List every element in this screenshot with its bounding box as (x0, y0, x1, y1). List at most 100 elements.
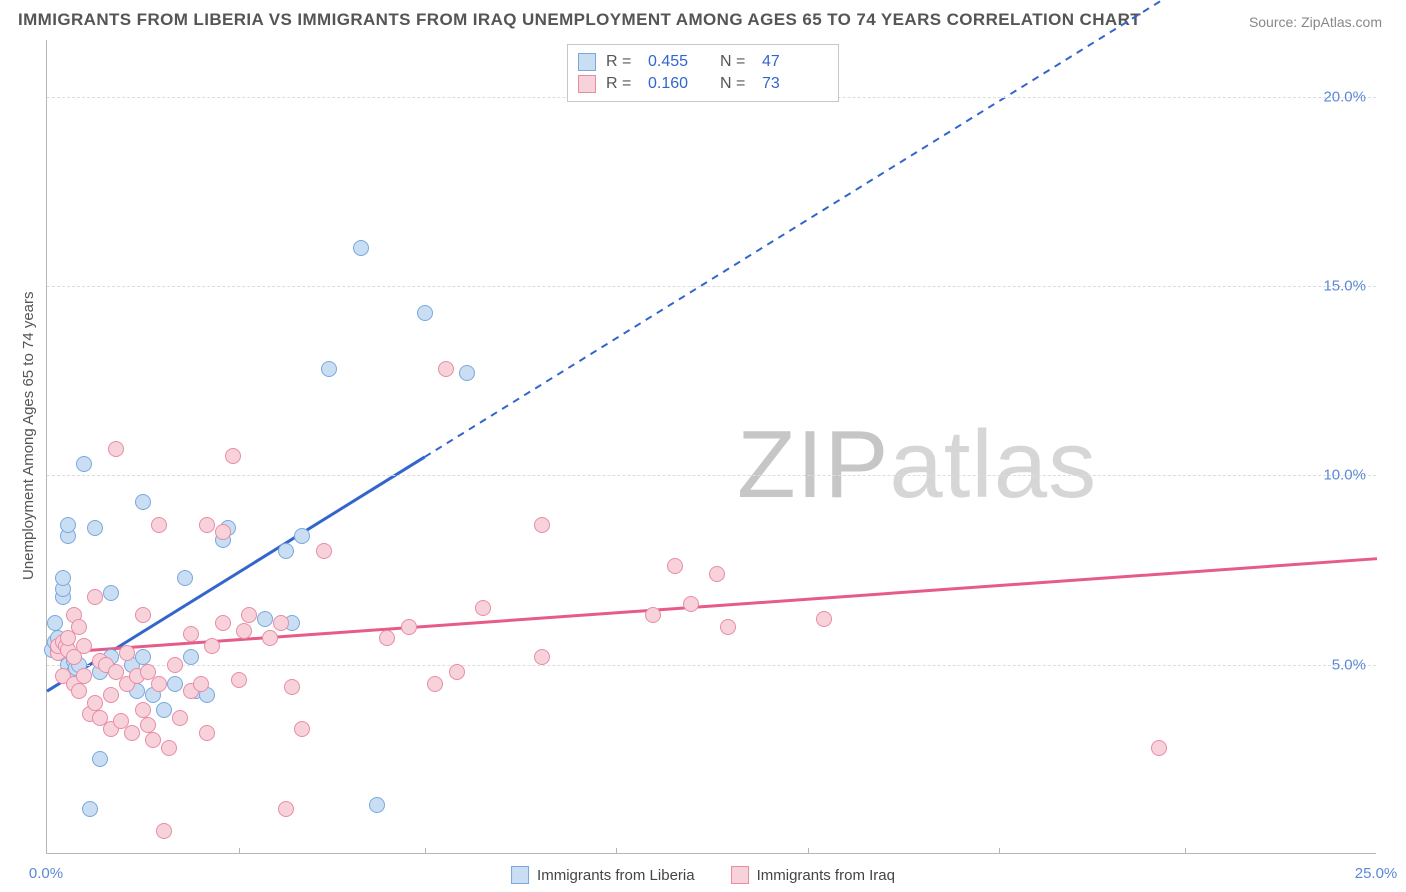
scatter-point (720, 619, 736, 635)
source-attribution: Source: ZipAtlas.com (1249, 14, 1382, 30)
scatter-point (76, 456, 92, 472)
scatter-point (87, 589, 103, 605)
source-value: ZipAtlas.com (1301, 14, 1382, 30)
legend-series-item: Immigrants from Iraq (731, 866, 895, 884)
scatter-point (369, 797, 385, 813)
watermark-atlas: atlas (889, 411, 1097, 518)
stat-r-value: 0.160 (648, 75, 710, 93)
scatter-point (215, 524, 231, 540)
stat-r-value: 0.455 (648, 53, 710, 71)
y-axis-label: Unemployment Among Ages 65 to 74 years (20, 291, 37, 580)
scatter-point (241, 607, 257, 623)
scatter-point (257, 611, 273, 627)
scatter-point (167, 676, 183, 692)
scatter-point (140, 717, 156, 733)
scatter-point (135, 649, 151, 665)
scatter-point (76, 638, 92, 654)
scatter-point (199, 517, 215, 533)
scatter-point (683, 596, 699, 612)
scatter-point (47, 615, 63, 631)
scatter-point (294, 528, 310, 544)
scatter-point (475, 600, 491, 616)
scatter-point (55, 570, 71, 586)
scatter-point (161, 740, 177, 756)
scatter-point (236, 623, 252, 639)
legend-series-item: Immigrants from Liberia (511, 866, 695, 884)
plot-area: ZIPatlas (46, 40, 1376, 854)
scatter-point (71, 619, 87, 635)
x-tick-label: 25.0% (1355, 865, 1398, 882)
stat-n-label: N = (720, 75, 752, 93)
scatter-point (135, 607, 151, 623)
y-tick-label: 15.0% (1323, 278, 1366, 295)
legend-series-label: Immigrants from Iraq (757, 867, 895, 884)
x-tick-label: 0.0% (29, 865, 63, 882)
scatter-point (401, 619, 417, 635)
scatter-point (215, 615, 231, 631)
legend-swatch (578, 53, 596, 71)
scatter-point (534, 649, 550, 665)
scatter-point (438, 361, 454, 377)
scatter-point (92, 751, 108, 767)
scatter-point (183, 626, 199, 642)
scatter-point (353, 240, 369, 256)
gridline-v (808, 848, 809, 853)
legend-swatch (511, 866, 529, 884)
legend-series: Immigrants from Liberia Immigrants from I… (511, 866, 895, 884)
scatter-point (645, 607, 661, 623)
y-tick-label: 20.0% (1323, 88, 1366, 105)
scatter-point (60, 517, 76, 533)
gridline-v (425, 848, 426, 853)
scatter-point (262, 630, 278, 646)
legend-swatch (731, 866, 749, 884)
scatter-point (667, 558, 683, 574)
scatter-point (167, 657, 183, 673)
scatter-point (316, 543, 332, 559)
scatter-point (199, 725, 215, 741)
scatter-point (108, 441, 124, 457)
scatter-point (156, 702, 172, 718)
scatter-point (225, 448, 241, 464)
stat-r-label: R = (606, 75, 638, 93)
scatter-point (151, 676, 167, 692)
scatter-point (427, 676, 443, 692)
scatter-point (135, 702, 151, 718)
scatter-point (294, 721, 310, 737)
scatter-point (151, 517, 167, 533)
legend-stats: R =0.455N =47 R = 0.160 N = 73 (567, 44, 839, 102)
scatter-point (459, 365, 475, 381)
scatter-point (379, 630, 395, 646)
chart-title: IMMIGRANTS FROM LIBERIA VS IMMIGRANTS FR… (18, 10, 1141, 30)
watermark-zip: ZIP (737, 411, 889, 518)
scatter-point (278, 543, 294, 559)
regression-lines (47, 40, 1376, 853)
watermark: ZIPatlas (737, 410, 1097, 520)
gridline-h (47, 286, 1376, 287)
regression-line (425, 0, 1324, 457)
scatter-point (87, 695, 103, 711)
gridline-h (47, 475, 1376, 476)
scatter-point (103, 585, 119, 601)
source-label: Source: (1249, 14, 1297, 30)
scatter-point (449, 664, 465, 680)
scatter-point (172, 710, 188, 726)
y-tick-label: 10.0% (1323, 467, 1366, 484)
stat-n-value: 47 (762, 53, 824, 71)
scatter-point (204, 638, 220, 654)
scatter-point (284, 679, 300, 695)
scatter-point (231, 672, 247, 688)
legend-swatch (578, 75, 596, 93)
gridline-h (47, 665, 1376, 666)
legend-stats-row: R =0.455N =47 (578, 51, 824, 73)
scatter-point (417, 305, 433, 321)
scatter-point (87, 520, 103, 536)
scatter-point (183, 649, 199, 665)
scatter-point (119, 645, 135, 661)
scatter-point (76, 668, 92, 684)
stat-n-value: 73 (762, 75, 824, 93)
scatter-point (71, 683, 87, 699)
scatter-point (135, 494, 151, 510)
scatter-point (816, 611, 832, 627)
scatter-point (321, 361, 337, 377)
scatter-point (103, 687, 119, 703)
